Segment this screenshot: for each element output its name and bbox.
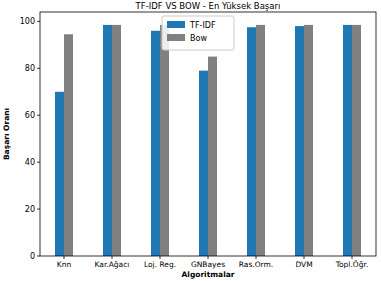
y-tick (37, 209, 40, 210)
legend-swatch (167, 34, 185, 41)
x-tick (352, 256, 353, 259)
bar (64, 34, 73, 256)
bar (247, 27, 256, 256)
x-tick-label: Kar.Ağacı (95, 260, 130, 269)
y-axis-label: Başarı Oranı (2, 108, 11, 160)
bar (295, 26, 304, 256)
x-tick (304, 256, 305, 259)
x-tick-label: DVM (295, 260, 312, 269)
y-tick (37, 256, 40, 257)
bar (199, 71, 208, 256)
y-tick-label: 20 (25, 205, 35, 214)
title: TF-IDF VS BOW - En Yüksek Başarı (135, 1, 281, 11)
plot-frame (40, 12, 376, 256)
x-tick-label: GNBayes (191, 260, 225, 269)
x-tick-label: Knn (57, 260, 72, 269)
y-tick (37, 68, 40, 69)
legend: TF-IDF Bow (162, 16, 234, 50)
bar (256, 25, 265, 256)
y-tick-label: 60 (25, 111, 35, 120)
x-tick (256, 256, 257, 259)
y-tick-label: 80 (25, 64, 35, 73)
bar (160, 25, 169, 256)
x-tick (112, 256, 113, 259)
bar (352, 25, 361, 256)
bars (55, 25, 361, 256)
legend-box (162, 16, 234, 50)
x-tick (160, 256, 161, 259)
y-tick-label: 40 (25, 158, 35, 167)
legend-swatch (167, 21, 185, 28)
bar (151, 31, 160, 256)
legend-label: TF-IDF (189, 21, 216, 30)
legend-label: Bow (190, 34, 207, 43)
bar (208, 57, 217, 256)
bar (112, 25, 121, 256)
chart: 0 20 40 60 80 100 Knn Kar.Ağacı Loj. Reg. GNBayes… (0, 0, 381, 281)
y-tick (37, 162, 40, 163)
x-axis-label: Algoritmalar (182, 270, 235, 279)
y-tick (37, 115, 40, 116)
x-tick-label: Loj. Reg. (144, 260, 176, 269)
bar (103, 25, 112, 256)
y-tick (37, 21, 40, 22)
bar (304, 25, 313, 256)
x-tick (64, 256, 65, 259)
y-tick-label: 100 (20, 17, 35, 26)
bar (55, 92, 64, 256)
y-tick-label: 0 (30, 252, 35, 261)
x-tick (208, 256, 209, 259)
bar (343, 25, 352, 256)
x-tick-label: Ras.Orm. (239, 260, 273, 269)
x-tick-label: Topl.Öğr. (335, 260, 369, 269)
